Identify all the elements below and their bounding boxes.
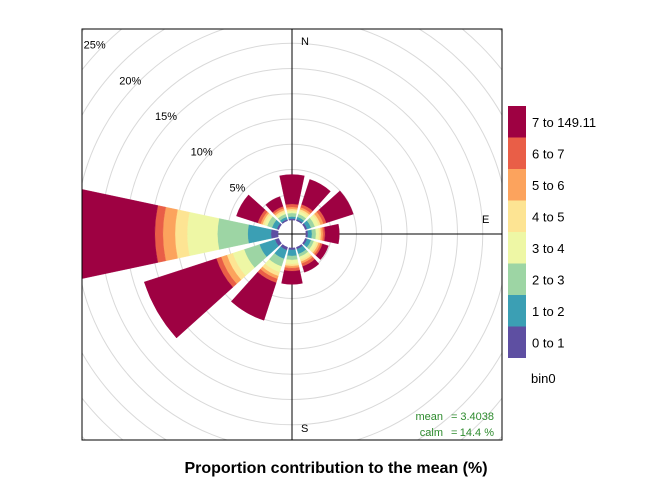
legend-swatch bbox=[508, 137, 526, 169]
compass-east-label: E bbox=[482, 214, 489, 226]
bar-segment-0-2 bbox=[287, 212, 297, 218]
direction-30-stack bbox=[296, 179, 331, 224]
direction-0-stack bbox=[279, 174, 305, 221]
legend-swatch bbox=[508, 200, 526, 232]
calm-equals: = bbox=[451, 427, 457, 439]
direction-300-stack bbox=[236, 194, 282, 230]
bar-segment-90-2 bbox=[311, 228, 317, 240]
legend-swatch bbox=[508, 295, 526, 327]
legend-label: 6 to 7 bbox=[532, 146, 565, 161]
bar-segment-270-3 bbox=[186, 211, 220, 257]
plot-panel: 5% 10% 15% 20% 25% bbox=[82, 29, 502, 440]
x-axis-title: Proportion contribution to the mean (%) bbox=[184, 460, 487, 477]
direction-150-stack bbox=[296, 244, 320, 273]
legend-label: 1 to 2 bbox=[532, 304, 565, 319]
radial-tick-label: 20% bbox=[119, 75, 141, 87]
mean-equals: = bbox=[451, 411, 457, 423]
bar-segment-180-2 bbox=[286, 255, 298, 261]
legend-label: 4 to 5 bbox=[532, 209, 565, 224]
direction-210-stack bbox=[230, 244, 288, 321]
legend-label: 7 to 149.11 bbox=[532, 115, 596, 130]
legend-label: 2 to 3 bbox=[532, 272, 565, 287]
bar-segment-180-7 bbox=[281, 270, 303, 285]
bar-segment-30-7 bbox=[301, 179, 331, 212]
direction-60-stack bbox=[302, 190, 354, 230]
bar-segment-0-6 bbox=[285, 203, 299, 208]
radial-tick-label: 25% bbox=[84, 40, 106, 52]
bar-segment-240-7 bbox=[143, 258, 234, 339]
compass-south-label: S bbox=[301, 423, 308, 435]
legend-label: 3 to 4 bbox=[532, 241, 565, 256]
calm-label: calm bbox=[420, 427, 443, 439]
bar-segment-60-7 bbox=[318, 190, 354, 224]
bar-segment-270-0 bbox=[270, 229, 279, 239]
compass-north-label: N bbox=[301, 36, 309, 48]
bar-segment-0-7 bbox=[279, 174, 305, 205]
bar-segment-300-7 bbox=[236, 194, 266, 224]
bar-segment-90-1 bbox=[307, 229, 313, 239]
bar-segment-180-3 bbox=[285, 259, 299, 265]
radial-tick-labels: 5% 10% 15% 20% 25% bbox=[84, 40, 246, 195]
bar-segment-150-7 bbox=[302, 259, 320, 273]
radial-tick-label: 15% bbox=[155, 111, 177, 123]
radial-tick-label: 10% bbox=[191, 147, 213, 159]
bar-segment-90-3 bbox=[315, 228, 320, 240]
bar-segment-180-1 bbox=[287, 249, 297, 257]
legend-label: 0 to 1 bbox=[532, 335, 565, 350]
direction-180-stack bbox=[281, 247, 303, 285]
direction-120-stack bbox=[302, 238, 329, 260]
direction-330-stack bbox=[265, 196, 288, 224]
radial-tick-label: 5% bbox=[229, 182, 245, 194]
legend-swatch bbox=[508, 263, 526, 295]
legend-swatch bbox=[508, 106, 526, 138]
bar-segment-270-4 bbox=[174, 209, 190, 259]
bar-segment-330-7 bbox=[265, 196, 284, 213]
bar-segment-210-7 bbox=[230, 271, 277, 321]
direction-240-stack bbox=[143, 238, 282, 339]
legend-swatch bbox=[508, 326, 526, 358]
direction-270-stack bbox=[82, 189, 279, 279]
legend-title: bin0 bbox=[531, 371, 556, 386]
bar-segment-270-7 bbox=[82, 189, 159, 279]
wind-bars bbox=[82, 174, 354, 339]
panel-border bbox=[81, 28, 503, 441]
direction-90-stack bbox=[305, 223, 340, 245]
bar-segment-120-7 bbox=[315, 243, 329, 260]
legend-label: 5 to 6 bbox=[532, 178, 565, 193]
mean-value: 3.4038 bbox=[460, 411, 494, 423]
legend-swatch bbox=[508, 232, 526, 264]
bar-segment-90-7 bbox=[324, 223, 340, 245]
legend: 7 to 149.11 6 to 7 5 to 6 4 to 5 3 to 4 2 to … bbox=[508, 106, 596, 386]
mean-label: mean bbox=[415, 411, 443, 423]
legend-swatch bbox=[508, 169, 526, 201]
calm-value: 14.4 % bbox=[460, 427, 494, 439]
